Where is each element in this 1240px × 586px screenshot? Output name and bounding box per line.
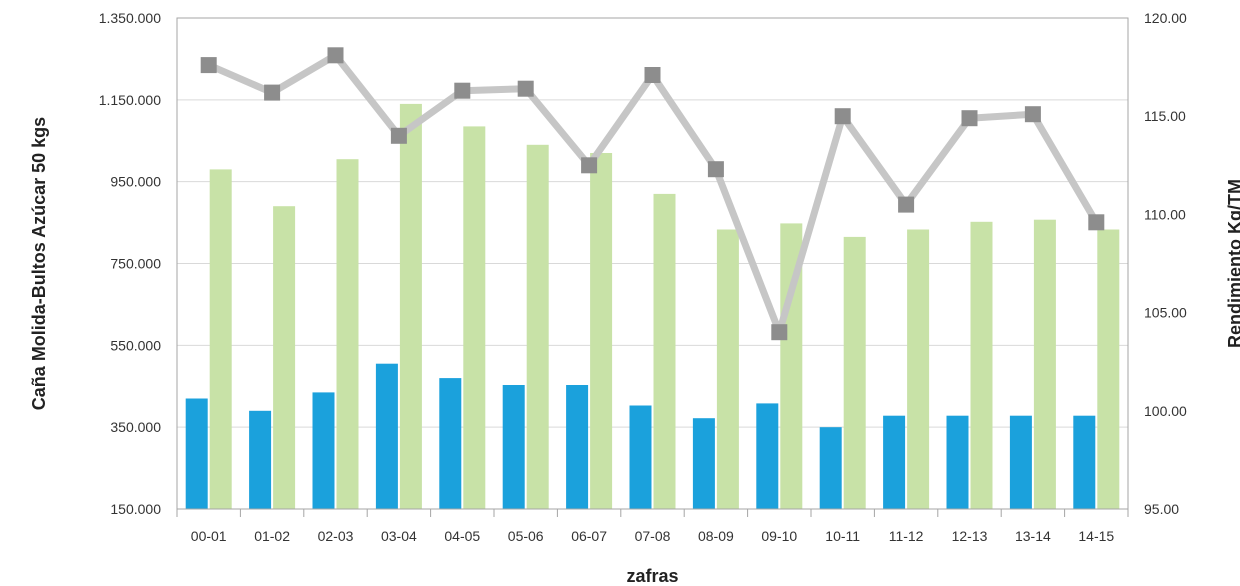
y2-axis-title: Rendimiento Kg/TM — [1225, 179, 1240, 348]
y2-tick-label: 120.00 — [1144, 10, 1187, 26]
line-marker — [834, 108, 851, 125]
y-tick-label: 1.350.000 — [99, 10, 161, 26]
x-tick-label: 00-01 — [191, 528, 227, 544]
line-marker — [898, 196, 915, 213]
y-tick-label: 1.150.000 — [99, 92, 161, 108]
line-marker — [454, 82, 471, 99]
y2-tick-label: 100.00 — [1144, 403, 1187, 419]
bar — [653, 193, 676, 509]
x-tick-label: 05-06 — [508, 528, 544, 544]
bar — [843, 236, 866, 509]
y-axis-title: Caña Molida-Bultos Azúcar 50 kgs — [29, 117, 49, 410]
bar — [780, 223, 803, 509]
y-tick-label: 950.000 — [110, 174, 161, 190]
x-tick-label: 03-04 — [381, 528, 417, 544]
x-tick-label: 02-03 — [318, 528, 354, 544]
bar — [692, 418, 715, 509]
bar — [312, 392, 335, 509]
line-marker — [771, 324, 788, 341]
x-tick-label: 07-08 — [635, 528, 671, 544]
line-marker — [1088, 214, 1105, 231]
line-marker — [517, 80, 534, 97]
y2-tick-label: 110.00 — [1144, 206, 1186, 222]
line-marker — [961, 110, 978, 127]
bar — [590, 153, 613, 509]
plot-frame — [176, 17, 1129, 510]
bar — [1033, 219, 1056, 509]
y-tick-label: 750.000 — [110, 256, 161, 272]
bar — [375, 363, 398, 509]
bar — [273, 206, 296, 509]
line-marker — [264, 84, 281, 101]
y-tick-label: 150.000 — [110, 501, 161, 517]
x-axis-title: zafras — [626, 566, 678, 586]
line-marker — [581, 157, 598, 174]
y-tick-label: 350.000 — [110, 419, 161, 435]
y2-tick-label: 95.00 — [1144, 501, 1179, 517]
line-marker — [200, 57, 217, 74]
line-marker — [707, 161, 724, 178]
grid — [177, 99, 1128, 428]
bar — [946, 415, 969, 509]
line-series — [200, 47, 1105, 341]
bar — [1009, 415, 1032, 509]
bar — [1097, 229, 1120, 509]
x-tick-label: 13-14 — [1015, 528, 1051, 544]
x-tick-label: 01-02 — [254, 528, 290, 544]
line-marker — [390, 127, 407, 144]
x-tick-label: 06-07 — [571, 528, 607, 544]
bar — [716, 229, 739, 509]
bars — [185, 103, 1120, 510]
bar — [526, 144, 549, 510]
bar — [399, 103, 422, 510]
y2-tick-label: 115.00 — [1144, 108, 1186, 124]
bar — [1073, 415, 1096, 509]
x-tick-label: 09-10 — [761, 528, 797, 544]
bar — [756, 403, 779, 509]
bar — [970, 221, 993, 510]
bar — [819, 427, 842, 509]
bar — [566, 385, 589, 509]
bar — [907, 229, 930, 509]
bar — [209, 169, 232, 509]
bar — [629, 405, 652, 509]
x-tick-label: 08-09 — [698, 528, 734, 544]
line-marker — [1024, 106, 1041, 123]
line-marker — [644, 67, 661, 83]
y-tick-label: 550.000 — [110, 337, 161, 353]
axes: 150.000 350.000 550.000 750.000 950.000 1.150… — [99, 10, 1187, 544]
line-marker — [327, 47, 344, 64]
bar — [336, 159, 359, 509]
bar — [502, 385, 525, 509]
x-tick-label: 14-15 — [1078, 528, 1114, 544]
bar — [185, 398, 208, 509]
bar — [249, 410, 272, 509]
x-tick-label: 04-05 — [444, 528, 480, 544]
bar — [439, 378, 462, 509]
x-tick-label: 11-12 — [889, 528, 924, 544]
x-tick-label: 12-13 — [952, 528, 988, 544]
bar — [463, 126, 486, 510]
y2-tick-label: 105.00 — [1144, 305, 1187, 321]
bar — [883, 415, 906, 509]
x-tick-label: 10-11 — [825, 528, 860, 544]
